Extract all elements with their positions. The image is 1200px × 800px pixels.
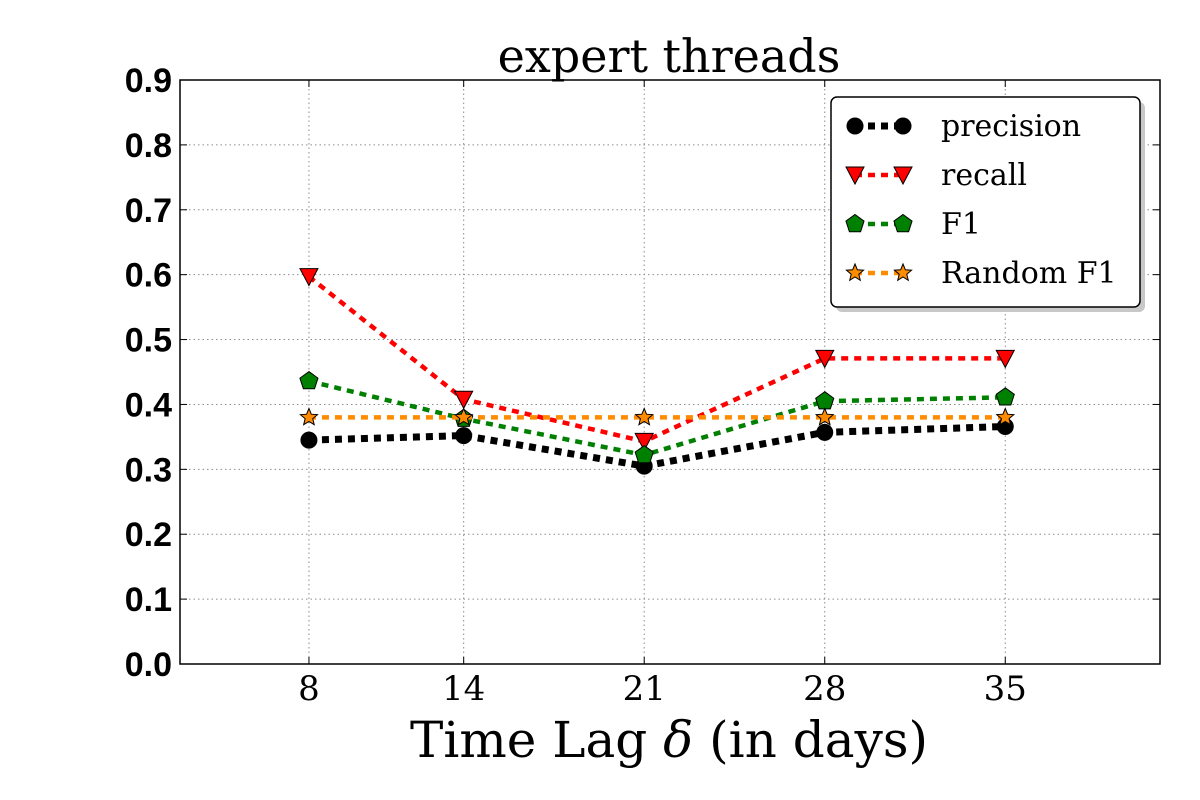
data-point	[453, 390, 474, 410]
x-axis-label-symbol: δ	[663, 711, 693, 769]
data-point	[995, 387, 1015, 406]
legend-marker	[845, 213, 865, 233]
series-group	[299, 268, 1016, 475]
x-axis-label: Time Lag δ (in days)	[410, 711, 928, 769]
data-point	[299, 268, 319, 287]
legend-label: precision	[941, 109, 1081, 144]
y-tick-label: 0.1	[125, 581, 172, 619]
y-tick-label: 0.3	[125, 451, 172, 489]
legend-marker	[846, 117, 864, 135]
data-point	[455, 427, 473, 445]
data-point	[816, 423, 834, 441]
series-1	[299, 268, 1016, 452]
x-axis-ticks: 8 14 21 28 35	[298, 80, 1027, 709]
series-3	[299, 407, 1016, 426]
data-point	[814, 407, 835, 426]
legend-box	[830, 96, 1141, 308]
legend-marker	[893, 166, 913, 186]
series-line	[308, 423, 1006, 470]
data-point	[453, 407, 474, 426]
legend: precision recall F1 Random F1	[830, 96, 1145, 312]
legend-label: F1	[941, 207, 981, 242]
y-axis-ticks: 0.0 0.1 0.2 0.3 0.4 0.5 0.6 0.7 0.8 0.9	[125, 62, 1160, 684]
data-point	[634, 407, 655, 426]
x-tick-label: 8	[298, 669, 320, 709]
y-tick-label: 0.4	[125, 386, 172, 424]
chart-title: expert threads	[498, 29, 841, 83]
plot-area	[179, 79, 1161, 665]
x-axis-label-main: Time Lag	[410, 711, 663, 769]
legend-marker	[845, 166, 865, 186]
legend-marker	[893, 213, 913, 233]
data-point	[634, 432, 655, 452]
data-point	[300, 431, 318, 449]
x-tick-label: 21	[623, 669, 666, 709]
data-point	[815, 391, 835, 410]
y-tick-label: 0.8	[125, 127, 172, 165]
x-tick-label: 14	[442, 669, 485, 709]
legend-marker	[893, 262, 913, 282]
data-point	[299, 370, 319, 390]
y-tick-label: 0.6	[125, 257, 172, 295]
y-tick-label: 0.2	[125, 516, 172, 554]
legend-marker	[845, 262, 865, 282]
x-axis-label-tail: (in days)	[693, 711, 928, 769]
data-point	[814, 349, 835, 369]
data-point	[299, 407, 319, 426]
y-tick-label: 0.0	[125, 646, 172, 684]
y-tick-label: 0.5	[125, 322, 172, 360]
data-point	[995, 407, 1016, 426]
data-point	[634, 444, 654, 464]
legend-marker	[894, 117, 912, 135]
data-point	[995, 349, 1016, 369]
y-tick-label: 0.7	[125, 192, 172, 230]
x-tick-label: 35	[984, 669, 1027, 709]
x-tick-label: 28	[803, 669, 846, 709]
legend-label: recall	[941, 158, 1027, 193]
series-0	[300, 418, 1014, 475]
legend-label: Random F1	[941, 256, 1117, 291]
y-tick-label: 0.9	[125, 62, 172, 100]
